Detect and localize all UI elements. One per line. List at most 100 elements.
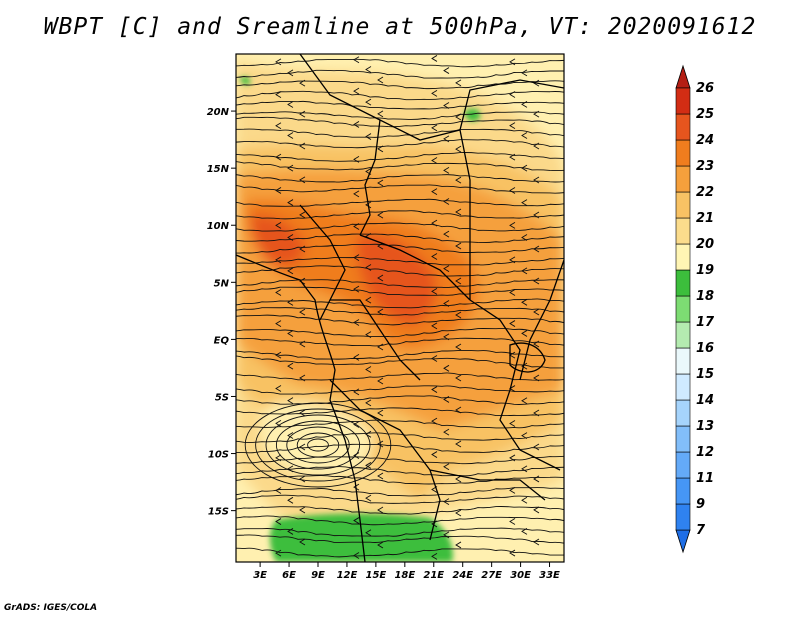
- streamline-arrow: [521, 362, 528, 370]
- border-drc-east: [469, 299, 561, 471]
- streamline-arrow: [377, 76, 384, 84]
- streamline-arrow: [353, 121, 360, 128]
- streamline-arrow: [377, 110, 384, 118]
- streamline-arrow: [431, 451, 438, 458]
- colorbar-label: 24: [696, 133, 714, 148]
- streamline-arrow: [509, 122, 516, 130]
- streamline-arrow: [353, 223, 360, 230]
- lat-tick-label: 10N: [207, 221, 230, 232]
- streamline-arrow: [443, 364, 450, 372]
- lon-tick-label: 12E: [337, 570, 358, 581]
- lon-tick-label: 9E: [311, 570, 325, 581]
- streamline-arrow: [287, 362, 294, 370]
- streamline-arrow: [521, 397, 528, 405]
- streamline-arrow: [431, 417, 438, 425]
- streamline-arrow: [521, 432, 528, 439]
- streamline-arrow: [443, 396, 450, 403]
- colorbar-label: 16: [696, 341, 714, 356]
- streamline-arrow: [509, 256, 516, 264]
- streamline: [236, 337, 564, 347]
- streamline-arrow: [521, 234, 528, 241]
- streamline-arrow: [521, 132, 528, 139]
- colorbar-swatch: [675, 503, 691, 531]
- streamline-arrow: [533, 110, 540, 118]
- streamline: [236, 328, 564, 338]
- streamline: [236, 198, 564, 207]
- colorbar-label: 19: [696, 263, 714, 278]
- streamline-arrow: [287, 69, 294, 77]
- streamline-arrow: [353, 190, 360, 198]
- streamline-arrow: [509, 518, 516, 525]
- streamline: [236, 286, 564, 296]
- streamline-eddy: [265, 414, 371, 476]
- streamline-arrow: [353, 552, 360, 559]
- streamline: [236, 298, 564, 309]
- streamline-arrow: [299, 79, 306, 87]
- streamline: [236, 475, 564, 485]
- streamline-arrow: [533, 308, 540, 316]
- streamline-arrow: [431, 386, 438, 393]
- streamline: [236, 307, 564, 316]
- streamline-arrow: [431, 322, 438, 330]
- streamline-arrow: [533, 374, 540, 382]
- streamline-arrow: [443, 102, 450, 109]
- streamline-arrow: [533, 475, 540, 483]
- streamline-arrow: [443, 198, 450, 205]
- colorbar-label: 11: [696, 471, 714, 486]
- streamline-arrow: [509, 58, 516, 66]
- streamline-arrow: [431, 288, 438, 295]
- streamline-arrow: [521, 199, 528, 207]
- border-zambia: [429, 469, 546, 501]
- streamline-arrow: [299, 277, 306, 285]
- streamline: [236, 279, 564, 289]
- streamline-arrow: [353, 354, 360, 361]
- streamline-arrow: [533, 340, 540, 348]
- longitude-axis: 3E 6E 9E 12E 15E 18E 21E 24E 27E 30E 33E: [253, 562, 560, 581]
- streamline-arrow: [365, 430, 372, 438]
- streamline-arrow: [275, 487, 282, 494]
- streamline: [236, 506, 564, 515]
- colorbar-label: 15: [696, 367, 714, 382]
- streamline-arrow: [521, 69, 528, 77]
- streamline-arrow: [533, 277, 540, 285]
- streamline-arrow: [509, 222, 516, 229]
- streamline-arrow: [443, 230, 450, 238]
- streamline: [236, 515, 564, 526]
- streamline-arrow: [377, 472, 384, 480]
- streamline-arrow: [287, 234, 294, 241]
- streamline-arrow: [443, 463, 450, 471]
- streamline-arrow: [455, 176, 462, 184]
- streamline-eddy: [307, 438, 329, 452]
- streamline-arrow: [287, 164, 294, 172]
- streamline-arrow: [455, 374, 462, 382]
- streamline-arrow: [275, 256, 282, 264]
- streamline-arrow: [509, 420, 516, 427]
- colorbar-swatch: [675, 477, 691, 505]
- colorbar-swatch: [675, 295, 691, 323]
- streamline-arrow: [275, 385, 282, 392]
- streamline: [236, 116, 564, 128]
- streamline: [236, 111, 564, 120]
- streamline: [236, 385, 564, 395]
- streamline-arrow: [509, 187, 516, 194]
- colorbar-swatch: [675, 399, 691, 427]
- colorbar-label: 26: [696, 81, 714, 96]
- colorbar-label: 17: [696, 315, 715, 330]
- streamline-arrow: [431, 553, 438, 560]
- colorbar-swatch: [675, 113, 691, 141]
- streamline-arrow: [353, 421, 360, 428]
- colorbar-swatch: [675, 87, 691, 115]
- border-car: [359, 234, 471, 301]
- country-borders: [236, 54, 564, 562]
- latitude-axis: 20N 15N 10N 5N EQ 5S 10S 15S: [207, 107, 236, 518]
- colorbar-swatch: [675, 165, 691, 193]
- chart-title: WBPT [C] and Sreamline at 500hPa, VT: 20…: [43, 14, 757, 40]
- streamline-arrow: [521, 164, 528, 172]
- wbpt-band-18-northwest: [240, 76, 251, 85]
- streamline-arrow: [299, 142, 306, 150]
- streamline-arrow: [431, 89, 438, 97]
- streamline-arrow: [353, 483, 360, 491]
- lon-tick-label: 6E: [282, 570, 296, 581]
- streamline-arrow: [275, 351, 282, 359]
- streamline-arrow: [353, 155, 360, 163]
